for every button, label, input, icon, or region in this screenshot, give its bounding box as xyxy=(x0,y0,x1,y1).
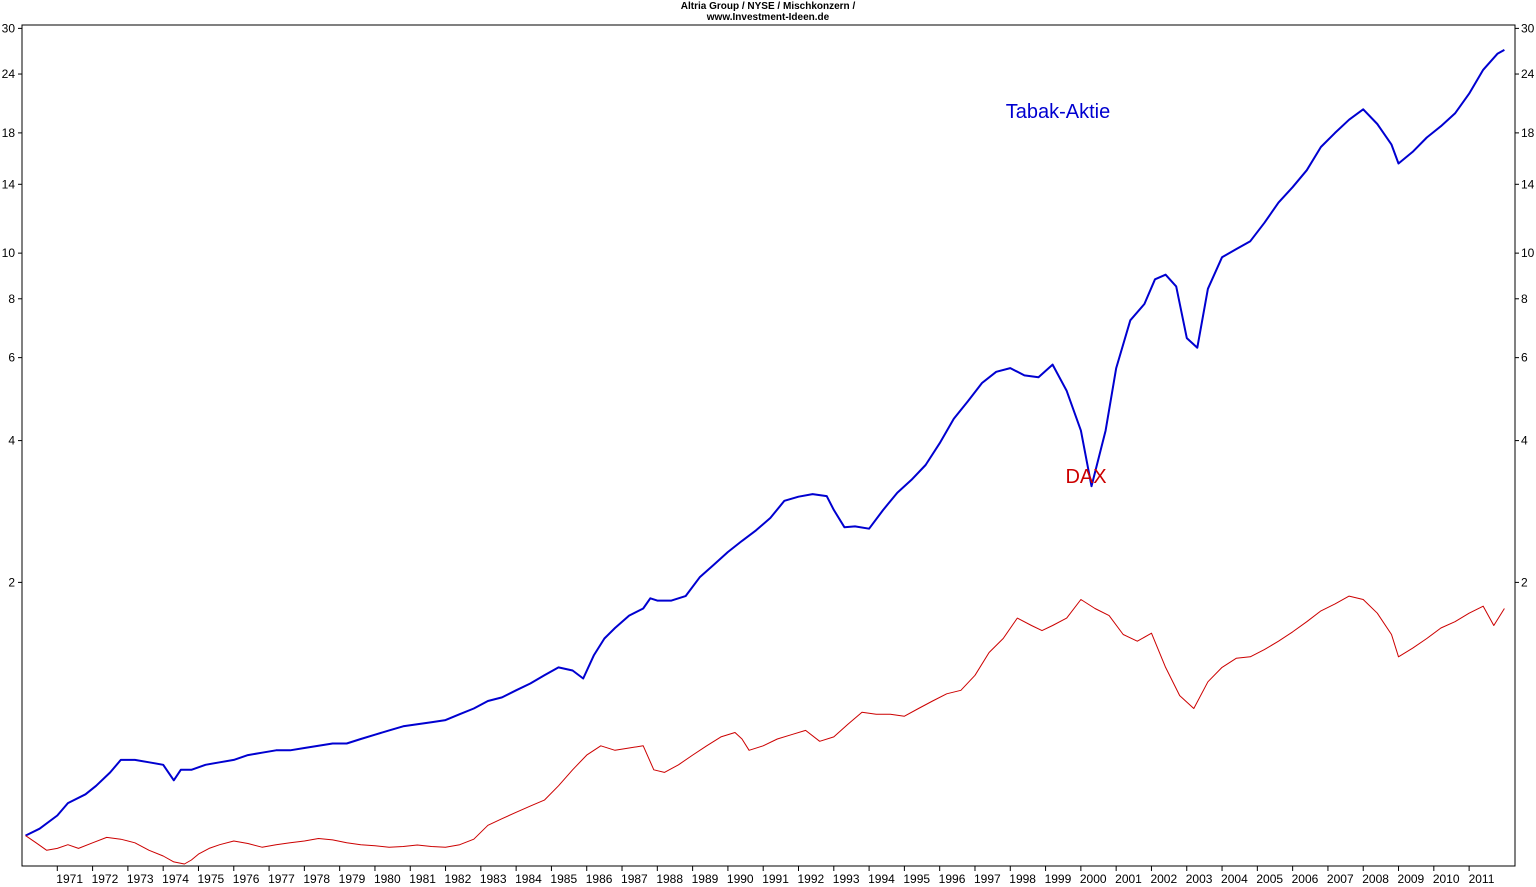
y-tick-label-left: 4 xyxy=(8,434,15,448)
y-tick-label-right: 18 xyxy=(1521,126,1535,140)
x-tick-label: 1994 xyxy=(868,872,895,886)
x-tick-label: 2011 xyxy=(1469,872,1495,886)
x-tick-label: 1993 xyxy=(833,872,860,886)
series-line-tabak-aktie xyxy=(25,49,1505,837)
y-tick-label-right: 4 xyxy=(1521,434,1528,448)
x-tick-label: 1995 xyxy=(903,872,930,886)
x-tick-label: 1985 xyxy=(550,872,577,886)
x-tick-label: 1975 xyxy=(197,872,224,886)
x-tick-label: 1980 xyxy=(374,872,401,886)
x-tick-label: 1988 xyxy=(656,872,683,886)
y-tick-label-right: 8 xyxy=(1521,292,1528,306)
x-tick-label: 1998 xyxy=(1009,872,1036,886)
y-tick-label-left: 6 xyxy=(8,351,15,365)
y-tick-label-right: 10 xyxy=(1521,246,1535,260)
x-tick-label: 1999 xyxy=(1045,872,1072,886)
x-tick-label: 2010 xyxy=(1433,872,1460,886)
series-line-dax xyxy=(25,595,1505,865)
y-tick-label-left: 14 xyxy=(2,177,16,191)
y-tick-label-right: 24 xyxy=(1521,67,1535,81)
series-label-tabak-aktie: Tabak-Aktie xyxy=(1006,101,1111,123)
x-tick-label: 1972 xyxy=(92,872,119,886)
x-tick-label: 1973 xyxy=(127,872,154,886)
x-tick-label: 2002 xyxy=(1150,872,1177,886)
y-tick-label-left: 10 xyxy=(2,246,16,260)
chart-subtitle: www.Investment-Ideen.de xyxy=(706,12,830,23)
x-tick-label: 2000 xyxy=(1080,872,1107,886)
x-tick-label: 1989 xyxy=(692,872,719,886)
series-layer xyxy=(25,49,1505,865)
x-tick-label: 1978 xyxy=(303,872,330,886)
x-tick-label: 1979 xyxy=(339,872,366,886)
x-tick-label: 1997 xyxy=(974,872,1001,886)
x-tick-label: 1974 xyxy=(162,872,189,886)
x-tick-label: 2003 xyxy=(1186,872,1213,886)
x-tick-label: 1971 xyxy=(56,872,83,886)
x-tick-label: 1983 xyxy=(480,872,507,886)
x-tick-label: 2006 xyxy=(1292,872,1319,886)
x-axis: 1971 1972 1973 1974 1975 1976 1977 1978 1979 1980… xyxy=(56,866,1495,886)
y-tick-label-right: 6 xyxy=(1521,351,1528,365)
x-tick-label: 2008 xyxy=(1362,872,1389,886)
y-tick-label-right: 2 xyxy=(1521,575,1528,589)
x-tick-label: 1987 xyxy=(621,872,648,886)
y-tick-label-right: 30 xyxy=(1521,21,1535,35)
x-tick-label: 1990 xyxy=(727,872,754,886)
x-tick-label: 1984 xyxy=(515,872,542,886)
x-tick-label: 1981 xyxy=(409,872,436,886)
series-label-dax: DAX xyxy=(1065,466,1106,488)
y-tick-label-left: 2 xyxy=(8,575,15,589)
chart-title: Altria Group / NYSE / Mischkonzern / xyxy=(681,1,856,12)
x-tick-label: 1991 xyxy=(762,872,789,886)
x-tick-label: 2009 xyxy=(1398,872,1425,886)
x-tick-label: 1992 xyxy=(798,872,825,886)
y-tick-label-left: 30 xyxy=(2,21,16,35)
y-tick-label-left: 8 xyxy=(8,292,15,306)
x-tick-label: 2007 xyxy=(1327,872,1354,886)
x-tick-label: 1982 xyxy=(445,872,472,886)
plot-frame xyxy=(21,24,1516,867)
x-tick-label: 2001 xyxy=(1115,872,1142,886)
x-tick-label: 1977 xyxy=(268,872,295,886)
y-tick-label-left: 18 xyxy=(2,126,16,140)
x-tick-label: 1986 xyxy=(586,872,613,886)
x-tick-label: 2005 xyxy=(1256,872,1283,886)
x-tick-label: 1976 xyxy=(233,872,260,886)
x-tick-label: 1996 xyxy=(939,872,966,886)
y-tick-label-right: 14 xyxy=(1521,177,1535,191)
y-tick-label-left: 24 xyxy=(2,67,16,81)
x-tick-label: 2004 xyxy=(1221,872,1248,886)
